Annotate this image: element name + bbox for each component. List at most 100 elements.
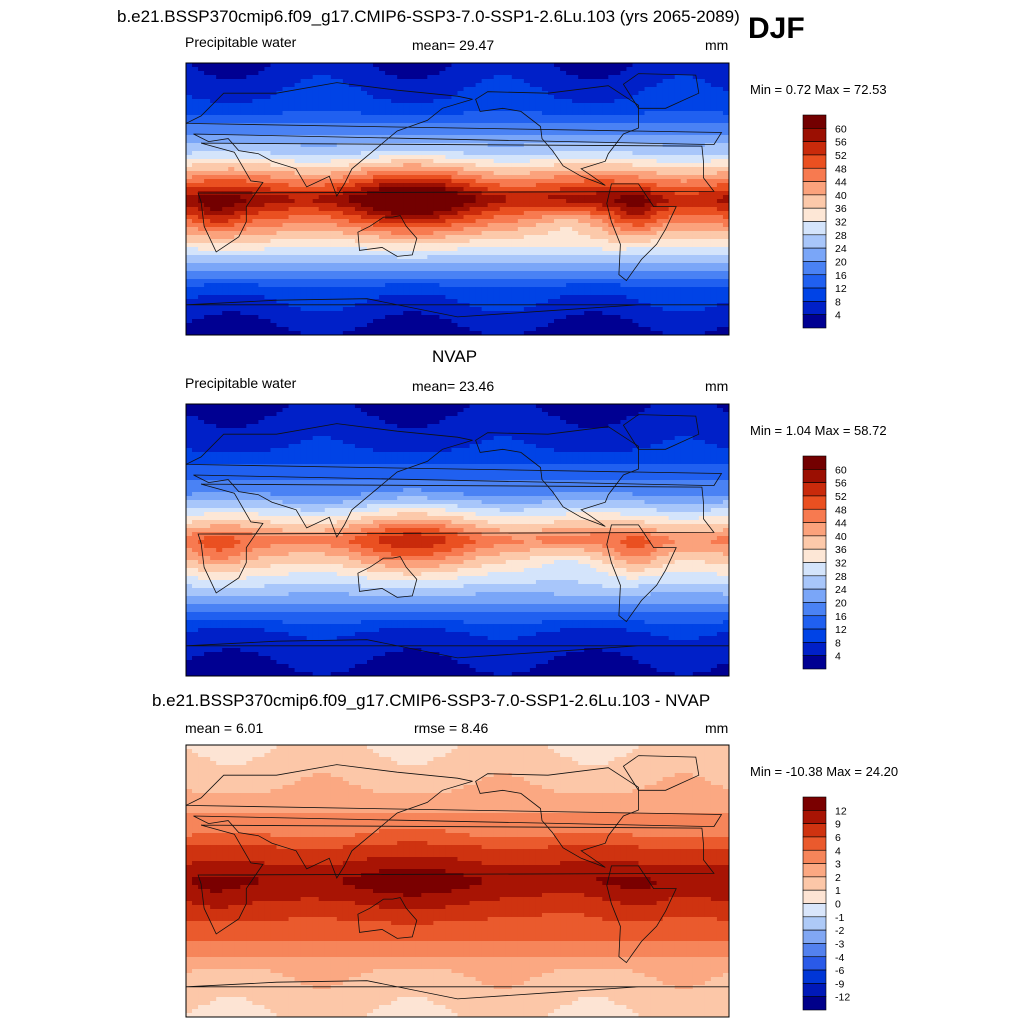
colorbar-box [802, 863, 827, 878]
colorbar-tick-label: 2 [835, 872, 841, 884]
colorbar-box [802, 247, 827, 262]
colorbar-tick-label: 24 [835, 584, 847, 596]
panel3-title: b.e21.BSSP370cmip6.f09_g17.CMIP6-SSP3-7.… [152, 691, 711, 710]
colorbar-box [802, 823, 827, 838]
colorbar-tick-label: 48 [835, 504, 847, 516]
colorbar-tick-label: 9 [835, 819, 841, 831]
colorbar-box [802, 796, 827, 811]
panel2-minmax-label: Min = 1.04 Max = 58.72 [750, 423, 887, 438]
colorbar-tick-label: 40 [835, 190, 847, 202]
colorbar-tick-label: 56 [835, 137, 847, 149]
panel2-variable-label: Precipitable water [185, 375, 297, 391]
colorbar-box [802, 849, 827, 864]
season-label: DJF [748, 12, 805, 45]
colorbar-box [802, 314, 827, 329]
colorbar-box [802, 956, 827, 971]
colorbar-tick-label: -4 [835, 952, 844, 964]
contour-field-3 [186, 745, 729, 1017]
colorbar-box [802, 943, 827, 958]
colorbar-box [802, 889, 827, 904]
colorbar-box [802, 207, 827, 222]
colorbar-tick-label: -6 [835, 965, 844, 977]
colorbar-tick-label: 52 [835, 150, 847, 162]
panel2-mean-label: mean= 23.46 [412, 378, 495, 394]
colorbar-box [802, 221, 827, 236]
colorbar-box [802, 642, 827, 656]
map-panel-3 [185, 744, 730, 1018]
panel2-title: NVAP [432, 347, 478, 366]
colorbar-tick-label: 44 [835, 177, 847, 189]
colorbar-box [802, 261, 827, 276]
colorbar-tick-label: 4 [835, 310, 841, 322]
colorbar-box [802, 522, 827, 537]
colorbar-tick-label: 36 [835, 203, 847, 215]
colorbar-tick-label: 60 [835, 123, 847, 135]
colorbar-tick-label: 56 [835, 478, 847, 490]
panel1-mean-label: mean= 29.47 [412, 37, 495, 53]
colorbar-tick-label: 6 [835, 832, 841, 844]
colorbar-box [802, 836, 827, 851]
colorbar-box [802, 615, 827, 630]
colorbar-tick-label: 16 [835, 611, 847, 623]
colorbar-box [802, 154, 827, 169]
colorbar-box [802, 602, 827, 617]
colorbar-box [802, 301, 827, 315]
colorbar-box [802, 455, 827, 470]
panel1-variable-label: Precipitable water [185, 34, 297, 50]
contour-field-1 [186, 63, 729, 335]
panel3-mean-label: mean = 6.01 [185, 720, 264, 736]
colorbar-box [802, 810, 827, 824]
colorbar-box [802, 983, 827, 997]
colorbar-box [802, 469, 827, 483]
coastlines-2 [186, 414, 729, 659]
map-panel-1 [185, 62, 730, 336]
colorbar-tick-label: -12 [835, 992, 850, 1004]
colorbar-tick-label: 1 [835, 885, 841, 897]
colorbar-box [802, 495, 827, 510]
map-frame-2 [185, 403, 730, 677]
map-frame-1 [185, 62, 730, 336]
colorbar-tick-label: 32 [835, 558, 847, 570]
colorbar-box [802, 548, 827, 563]
colorbar-tick-label: 12 [835, 283, 847, 295]
colorbar-box [802, 535, 827, 550]
colorbar-tick-label: -1 [835, 912, 844, 924]
colorbar-tick-label: 52 [835, 491, 847, 503]
colorbar-tick-label: 24 [835, 243, 847, 255]
panel2-units-label: mm [705, 378, 729, 394]
colorbar-box [802, 929, 827, 944]
panel3-minmax-label: Min = -10.38 Max = 24.20 [750, 764, 899, 779]
colorbar-tick-label: 12 [835, 624, 847, 636]
colorbar-box [802, 628, 827, 643]
colorbar-box [802, 128, 827, 142]
colorbar-box [802, 114, 827, 129]
colorbar-tick-label: 16 [835, 270, 847, 282]
colorbar-box [802, 167, 827, 182]
colorbar-box [802, 234, 827, 249]
colorbar-tick-label: -9 [835, 978, 844, 990]
colorbar-tick-label: 12 [835, 805, 847, 817]
colorbar-box [802, 141, 827, 156]
colorbar-box [802, 996, 827, 1011]
colorbar-tick-label: 4 [835, 651, 841, 663]
contour-field-2 [186, 404, 729, 676]
colorbar-tick-label: 48 [835, 163, 847, 175]
colorbar-box [802, 876, 827, 891]
colorbar-tick-label: 8 [835, 296, 841, 308]
colorbar-box [802, 575, 827, 590]
colorbar-box [802, 969, 827, 984]
panel3-units-label: mm [705, 720, 729, 736]
coastlines-1 [186, 73, 729, 318]
panel1-units-label: mm [705, 37, 729, 53]
colorbar-tick-label: 28 [835, 230, 847, 242]
colorbar-box [802, 194, 827, 209]
colorbar-tick-label: 60 [835, 464, 847, 476]
map-panel-2 [185, 403, 730, 677]
colorbar-tick-label: 28 [835, 571, 847, 583]
coastlines-3 [186, 755, 729, 1000]
panel1-minmax-label: Min = 0.72 Max = 72.53 [750, 82, 887, 97]
